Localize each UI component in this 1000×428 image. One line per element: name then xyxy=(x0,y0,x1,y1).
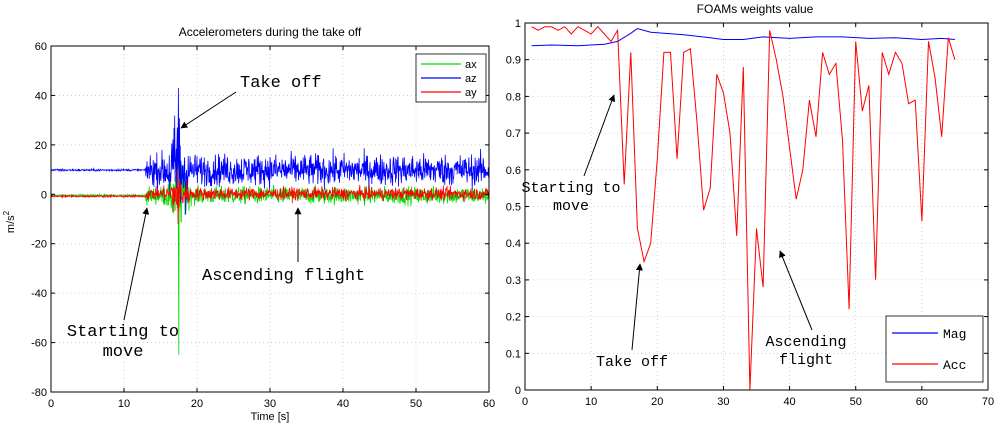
x-tick-label: 20 xyxy=(191,398,203,410)
left-y-axis-unit: m/s xyxy=(5,215,17,233)
series-line-acc xyxy=(531,25,956,391)
left-y-axis-label: m/s2 xyxy=(2,210,17,233)
left-annotation-starting-1: Starting to xyxy=(67,323,179,342)
x-tick-label: 40 xyxy=(783,396,795,408)
right-annotation-ascending-2: flight xyxy=(779,352,833,369)
y-tick-label: 0.5 xyxy=(506,202,521,214)
x-tick-label: 60 xyxy=(916,396,928,408)
x-tick-label: 40 xyxy=(337,398,349,410)
series-line-ay xyxy=(51,168,490,224)
x-tick-label: 10 xyxy=(118,398,130,410)
accelerometer-chart: Accelerometers during the take off 0 10 20… xyxy=(2,25,495,423)
y-tick-label: 40 xyxy=(35,90,47,102)
y-tick-label: 20 xyxy=(35,140,47,152)
left-x-ticks: 0 10 20 30 40 50 60 xyxy=(48,46,495,410)
series-line-az xyxy=(50,87,490,215)
y-tick-label: 60 xyxy=(35,41,47,53)
y-tick-label: 0.3 xyxy=(506,275,521,287)
left-annotation-takeoff: Take off xyxy=(240,74,322,93)
x-tick-label: 50 xyxy=(850,396,862,408)
right-arrow-ascending xyxy=(779,250,813,331)
left-arrow-starting xyxy=(123,207,150,321)
right-x-ticks: 0 10 20 30 40 50 60 70 xyxy=(522,23,994,408)
x-tick-label: 30 xyxy=(717,396,729,408)
right-legend: Mag Acc xyxy=(885,315,984,383)
legend-label-acc: Acc xyxy=(943,358,966,373)
y-tick-label: 1 xyxy=(515,18,521,30)
right-annotation-starting-1: Starting to xyxy=(521,180,620,197)
y-tick-label: 0 xyxy=(515,385,521,397)
x-tick-label: 10 xyxy=(585,396,597,408)
legend-label-az: az xyxy=(465,73,477,85)
right-annotation-ascending-1: Ascending xyxy=(765,334,846,351)
x-tick-label: 30 xyxy=(264,398,276,410)
right-y-ticks: 0 0.1 0.2 0.3 0.4 0.5 0.6 0.7 0.8 0.9 1 xyxy=(506,18,988,397)
x-tick-label: 60 xyxy=(483,398,495,410)
left-chart-title: Accelerometers during the take off xyxy=(179,25,362,39)
right-arrow-starting xyxy=(583,94,616,177)
legend-label-ax: ax xyxy=(465,59,477,71)
x-tick-label: 0 xyxy=(522,396,528,408)
left-y-axis-superscript: 2 xyxy=(2,210,11,215)
y-tick-label: -20 xyxy=(31,239,47,251)
left-x-axis-label: Time [s] xyxy=(251,411,290,423)
x-tick-label: 0 xyxy=(48,398,54,410)
right-chart-title: FOAMs weights value xyxy=(697,2,814,16)
y-tick-label: -80 xyxy=(31,387,47,399)
legend-label-ay: ay xyxy=(465,87,477,99)
y-tick-label: 0.7 xyxy=(506,128,521,140)
left-annotations: Take off Ascending flight Starting to mo… xyxy=(67,74,365,362)
left-y-ticks: -80 -60 -40 -20 0 20 40 60 xyxy=(31,41,489,399)
x-tick-label: 50 xyxy=(410,398,422,410)
y-tick-label: 0.4 xyxy=(506,238,521,250)
right-annotation-starting-2: move xyxy=(553,198,589,215)
y-tick-label: 0.9 xyxy=(506,55,521,67)
y-tick-label: -40 xyxy=(31,288,47,300)
right-annotations: Starting to move Take off Ascending flig… xyxy=(521,94,847,371)
legend-label-mag: Mag xyxy=(943,327,966,342)
y-tick-label: 0.6 xyxy=(506,165,521,177)
left-legend: ax az ay xyxy=(415,53,487,103)
x-tick-label: 20 xyxy=(651,396,663,408)
series-line-mag xyxy=(531,27,955,47)
x-tick-label: 70 xyxy=(982,396,994,408)
right-arrow-takeoff xyxy=(631,263,643,351)
y-tick-label: 0 xyxy=(41,189,47,201)
left-arrow-takeoff xyxy=(180,91,237,129)
y-tick-label: -60 xyxy=(31,338,47,350)
left-series-group xyxy=(50,87,490,355)
y-tick-label: 0.2 xyxy=(506,312,521,324)
left-annotation-starting-2: move xyxy=(103,343,144,362)
right-annotation-takeoff: Take off xyxy=(596,354,668,371)
y-tick-label: 0.8 xyxy=(506,91,521,103)
right-series-group xyxy=(531,25,956,391)
y-tick-label: 0.1 xyxy=(506,348,521,360)
foam-weights-chart: FOAMs weights value 0 10 20 30 40 50 60 70 0 0.1… xyxy=(506,2,994,408)
left-annotation-ascending: Ascending flight xyxy=(202,267,365,286)
